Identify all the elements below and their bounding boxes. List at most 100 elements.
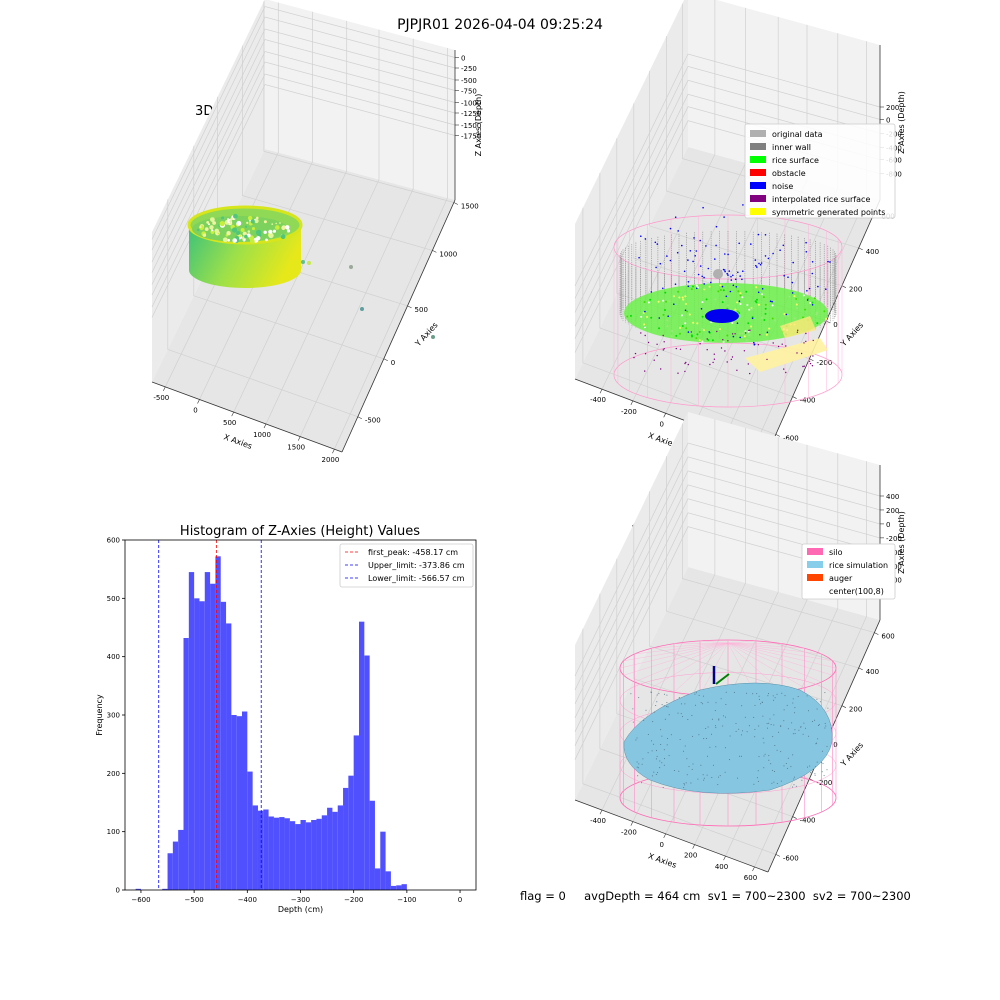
rice-mesh-point: [702, 774, 704, 776]
rice-point: [702, 329, 705, 332]
interpolated-point: [785, 371, 787, 374]
rice-mesh-point: [670, 734, 672, 736]
noise-point: [654, 241, 657, 244]
rice-point: [726, 304, 729, 307]
rice-point: [707, 339, 710, 341]
noise-point: [730, 275, 732, 278]
rice-mesh-point: [757, 770, 759, 772]
histogram-bar: [295, 824, 301, 890]
y-tick-mark: [775, 434, 780, 437]
rice-mesh-point: [715, 702, 717, 704]
rice-point: [793, 317, 796, 320]
rice-mesh-point: [786, 767, 788, 769]
y-gridline: [167, 199, 358, 418]
noise-cluster: [705, 309, 739, 323]
x-tick-label: 0: [458, 896, 462, 904]
rice-point: [823, 310, 826, 313]
x-tick-mark: [297, 436, 301, 441]
rice-point: [756, 298, 758, 301]
rice-mesh-point: [666, 706, 668, 707]
noise-point: [699, 265, 702, 267]
rice-mesh-point: [793, 784, 795, 786]
noise-point: [725, 295, 728, 298]
histogram-bar: [321, 815, 328, 890]
raw-point: [268, 229, 273, 234]
noise-point: [729, 290, 732, 293]
z-gridline: [151, 6, 456, 240]
legend-label: interpolated rice surface: [772, 195, 870, 204]
rice-mesh-point: [756, 693, 758, 695]
rice-point: [666, 319, 669, 322]
raw-point: [221, 216, 225, 220]
z-gridline: [151, 61, 456, 296]
rice-point: [708, 285, 711, 288]
histogram-bar: [327, 807, 333, 890]
histogram-bar: [279, 817, 285, 890]
interpolated-point: [796, 352, 798, 354]
noise-point: [656, 243, 659, 245]
interpolated-point: [796, 331, 799, 333]
noise-point: [805, 241, 807, 244]
status-footer: flag = 0 avgDepth = 464 cm sv1 = 700~230…: [520, 889, 911, 903]
rice-mesh-point: [638, 697, 640, 699]
rice-point: [815, 313, 818, 316]
noise-point: [827, 260, 829, 263]
y-tick-label: 0: [116, 887, 120, 895]
interpolated-point: [731, 333, 734, 335]
interpolated-point: [734, 333, 736, 335]
raw-point: [281, 225, 286, 230]
rice-mesh-point: [661, 762, 663, 764]
noise-point: [785, 313, 788, 316]
noise-point: [811, 272, 814, 275]
rice-mesh-point: [783, 709, 785, 711]
rice-point: [722, 341, 725, 343]
rice-mesh-point: [793, 776, 795, 778]
histogram-bar: [390, 885, 397, 890]
rice-point: [773, 299, 776, 302]
rice-mesh-point: [652, 721, 654, 723]
histogram-bar: [284, 818, 290, 890]
x-tick-mark: [332, 449, 335, 454]
rice-mesh-point: [735, 723, 737, 725]
rice-mesh-point: [773, 781, 775, 783]
rice-mesh-point: [663, 764, 665, 766]
rice-mesh-point: [816, 742, 818, 744]
rice-mesh-point: [673, 770, 675, 771]
rice-mesh-point: [821, 771, 823, 773]
rice-mesh-point: [647, 734, 649, 735]
interpolated-point: [797, 329, 799, 331]
rice-mesh-point: [653, 771, 655, 773]
rice-point: [764, 303, 767, 306]
rice-mesh-point: [722, 725, 724, 727]
rice-point: [658, 327, 661, 330]
rice-point: [643, 301, 646, 303]
rice-mesh-point: [754, 736, 756, 738]
figure-title: PJPJR01 2026-04-04 09:25:24: [397, 17, 603, 33]
noise-point: [674, 216, 677, 218]
noise-point: [674, 283, 677, 286]
rice-mesh-point: [773, 699, 775, 701]
noise-point: [791, 281, 794, 284]
noise-point: [792, 261, 794, 264]
rice-mesh-point: [719, 775, 721, 777]
rice-point: [696, 322, 699, 325]
rice-point: [739, 294, 742, 297]
rice-mesh-point: [706, 774, 708, 776]
raw-point: [255, 216, 259, 220]
rice-point: [788, 295, 791, 298]
y-gridline: [599, 593, 793, 817]
rice-mesh-point: [753, 783, 755, 785]
interpolated-point: [745, 332, 747, 334]
z-tick-label: -1750: [461, 133, 481, 141]
rice-mesh-point: [826, 745, 828, 747]
y-tick-label: -600: [783, 434, 799, 442]
rice-mesh-point: [705, 728, 707, 729]
raw-point: [226, 231, 231, 236]
rice-point: [668, 300, 671, 303]
rice-point: [734, 308, 737, 311]
rice-mesh-point: [827, 707, 829, 709]
rice-mesh-point: [786, 704, 788, 706]
rice-mesh-point: [668, 755, 670, 757]
interpolated-point: [687, 363, 689, 366]
